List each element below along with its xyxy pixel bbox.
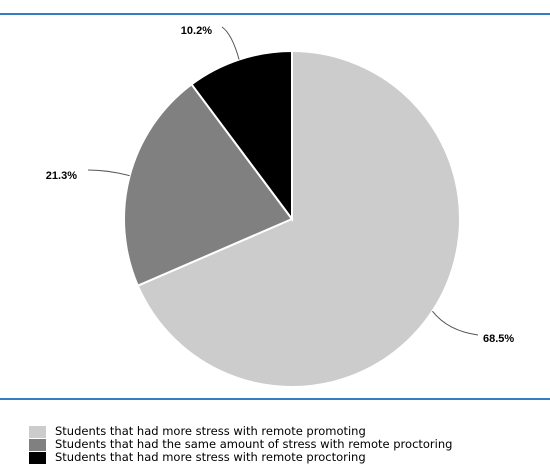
leader-line bbox=[221, 26, 240, 60]
leader-line bbox=[87, 169, 130, 177]
chart-legend: Students that had more stress with remot… bbox=[29, 425, 452, 464]
legend-label: Students that had more stress with remot… bbox=[55, 450, 366, 464]
legend-swatch bbox=[29, 425, 46, 438]
pie-slice bbox=[136, 49, 461, 388]
legend-swatch bbox=[29, 438, 46, 451]
slice-data-label: 10.2% bbox=[181, 25, 212, 37]
pie-chart: 68.5% 21.3% 10.2% bbox=[46, 25, 514, 388]
bottom-divider bbox=[0, 398, 550, 400]
pie-slice bbox=[123, 82, 294, 288]
legend-label: Students that had more stress with remot… bbox=[55, 424, 366, 438]
legend-label: Students that had the same amount of str… bbox=[55, 437, 453, 451]
legend-item-more-stress-promoting: Students that had more stress with remot… bbox=[29, 425, 452, 438]
slice-data-label: 21.3% bbox=[46, 170, 77, 182]
leader-line bbox=[432, 310, 479, 336]
slice-data-label: 68.5% bbox=[483, 333, 514, 345]
legend-swatch bbox=[29, 451, 46, 464]
top-divider bbox=[0, 13, 550, 15]
legend-item-more-stress-proctoring: Students that had more stress with remot… bbox=[29, 451, 452, 464]
legend-item-same-stress-proctoring: Students that had the same amount of str… bbox=[29, 438, 452, 451]
